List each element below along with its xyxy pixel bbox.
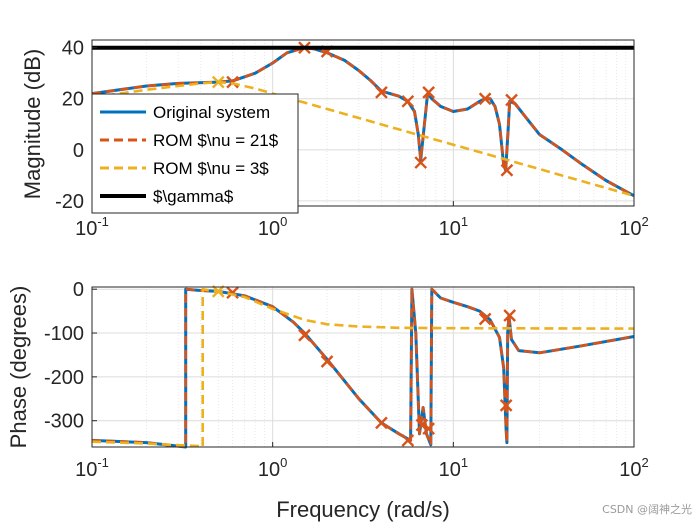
phase-interpolation-marker: [375, 416, 388, 430]
phase-plot-area: [92, 287, 634, 447]
phase-ytick-label: -300: [44, 411, 84, 433]
phase-axes-box: [91, 286, 635, 448]
phase-xtick-label: 102: [619, 455, 648, 481]
phase-ytick-label: -200: [44, 367, 84, 389]
magnitude-ytick-label: 0: [73, 140, 84, 162]
magnitude-interpolation-marker: [414, 156, 428, 169]
magnitude-xtick-label: 100: [258, 214, 287, 240]
legend-label-rom3: ROM $\nu = 3$: [153, 159, 269, 178]
magnitude-x-ticks: 10-1 100 101 102: [75, 201, 649, 240]
phase-interpolation-marker: [320, 355, 334, 368]
phase-ytick-label: 0: [73, 279, 84, 301]
magnitude-interpolation-marker: [211, 75, 225, 89]
legend-label-original: Original system: [153, 103, 270, 122]
magnitude-ytick-label: 20: [62, 89, 84, 111]
magnitude-xtick-label: 101: [439, 214, 468, 240]
phase-interpolation-marker: [499, 399, 513, 412]
magnitude-ytick-label: -20: [55, 191, 84, 213]
phase-ylabel: Phase (degrees): [6, 286, 31, 449]
legend-entry-rom21: ROM $\nu = 21$: [100, 131, 279, 150]
phase-interpolation-marker: [226, 286, 239, 300]
magnitude-interpolation-marker: [375, 86, 388, 99]
phase-panel: -300 -200 -100 0 10-1 100 101 102 Phase (degre…: [6, 279, 649, 522]
phase-series-line-2: [91, 287, 635, 449]
magnitude-interpolation-marker: [401, 94, 415, 108]
magnitude-series-line-2: [91, 80, 635, 198]
legend-box: [91, 93, 299, 214]
legend: Original system ROM $\nu = 21$ ROM $\nu …: [91, 93, 299, 214]
phase-xtick-label: 10-1: [75, 455, 109, 481]
magnitude-interpolation-marker: [422, 86, 435, 99]
phase-interpolation-marker: [503, 309, 517, 322]
magnitude-interpolation-marker: [505, 93, 518, 107]
phase-interpolation-marker: [422, 422, 435, 435]
magnitude-series: [91, 41, 635, 198]
legend-label-gamma: $\gamma$: [153, 187, 234, 206]
phase-interpolation-marker: [478, 312, 492, 326]
phase-xtick-label: 101: [439, 455, 468, 481]
magnitude-y-ticks: -20 0 20 40: [55, 38, 97, 213]
legend-label-rom21: ROM $\nu = 21$: [153, 131, 279, 150]
phase-series-line-1: [91, 287, 635, 449]
magnitude-series-line-1: [91, 46, 635, 197]
phase-xlabel: Frequency (rad/s): [276, 497, 450, 522]
magnitude-xtick-label: 102: [619, 214, 648, 240]
phase-y-ticks: -300 -200 -100 0: [44, 279, 97, 433]
phase-interpolation-marker: [211, 285, 225, 298]
legend-entry-rom3: ROM $\nu = 3$: [100, 159, 269, 178]
legend-entry-gamma: $\gamma$: [100, 187, 234, 206]
magnitude-ylabel: Magnitude (dB): [20, 49, 45, 199]
phase-xtick-label: 100: [258, 455, 287, 481]
legend-entry-original: Original system: [100, 103, 270, 122]
magnitude-xtick-label: 10-1: [75, 214, 109, 240]
phase-interpolation-marker: [298, 328, 311, 342]
phase-ytick-label: -100: [44, 323, 84, 345]
watermark: CSDN @阔神之光: [602, 503, 692, 516]
phase-series: [91, 285, 635, 449]
magnitude-interpolation-marker: [500, 163, 514, 177]
magnitude-interpolation-marker: [478, 92, 492, 106]
magnitude-ytick-label: 40: [62, 38, 84, 60]
magnitude-panel: -20 0 20 40 10-1 100 101 102 Magnitude (dB) Or…: [20, 38, 649, 240]
phase-x-ticks: 10-1 100 101 102: [75, 442, 649, 481]
phase-interpolation-marker: [401, 434, 415, 447]
phase-interpolation-marker: [415, 418, 429, 432]
